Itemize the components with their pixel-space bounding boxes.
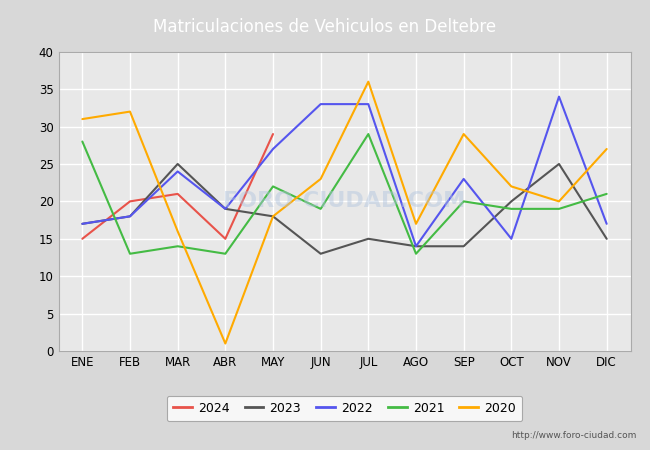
Legend: 2024, 2023, 2022, 2021, 2020: 2024, 2023, 2022, 2021, 2020 (166, 396, 523, 421)
Text: FORO-CIUDAD.COM: FORO-CIUDAD.COM (224, 191, 465, 212)
Text: http://www.foro-ciudad.com: http://www.foro-ciudad.com (512, 431, 637, 440)
Text: Matriculaciones de Vehiculos en Deltebre: Matriculaciones de Vehiculos en Deltebre (153, 18, 497, 36)
